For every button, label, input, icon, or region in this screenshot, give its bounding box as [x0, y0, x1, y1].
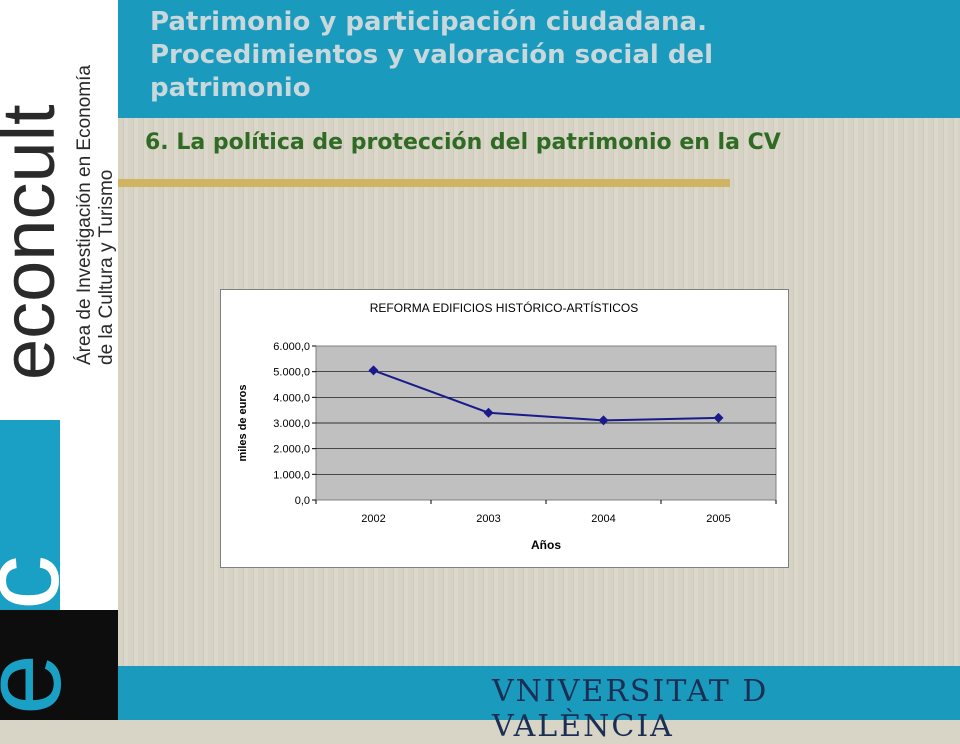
y-tick-label: 5.000,0 — [273, 367, 310, 379]
section-heading: 6. La política de protección del patrimo… — [145, 130, 781, 155]
y-axis-ticks: 0,0 1.000,0 2.000,0 3.000,0 4.000,0 5.000,0 6.… — [273, 341, 316, 507]
y-tick-label: 3.000,0 — [273, 418, 310, 430]
y-tick-label: 6.000,0 — [273, 341, 310, 353]
chart-title: REFORMA EDIFICIOS HISTÓRICO-ARTÍSTICOS — [370, 300, 638, 315]
brand-black-block — [0, 610, 118, 720]
title-line-1: Patrimonio y participación ciudadana. — [150, 7, 707, 37]
data-point-marker — [713, 412, 724, 423]
logo-text: econcult — [0, 104, 62, 380]
university-logo: VNIVERSITAT D VALÈNCIA — [492, 674, 769, 744]
x-axis-ticks: 2002 2003 2004 2005 — [315, 500, 777, 525]
x-tick-label: 2005 — [706, 513, 730, 525]
title-line-3: patrimonio — [150, 73, 311, 103]
logo-letter-e: e — [0, 654, 62, 715]
y-tick-label: 0,0 — [295, 495, 310, 507]
logo-letter-c: c — [0, 555, 62, 610]
y-tick-label: 1.000,0 — [273, 469, 310, 481]
brand-blue-block — [0, 420, 60, 610]
page-title: Patrimonio y participación ciudadana. Pr… — [150, 6, 940, 105]
y-axis-label: miles de euros — [237, 384, 249, 461]
series-group — [368, 365, 724, 426]
data-point-marker — [368, 365, 379, 376]
line-chart: REFORMA EDIFICIOS HISTÓRICO-ARTÍSTICOS 0… — [220, 289, 789, 568]
footer-bar — [118, 666, 960, 720]
chart-canvas: REFORMA EDIFICIOS HISTÓRICO-ARTÍSTICOS 0… — [237, 300, 777, 552]
econcult-logo: econcult t c e — [0, 104, 62, 715]
logo-letter-t: t — [0, 428, 62, 450]
brand-subtitle-line1: Área de Investigación en Economía — [74, 65, 95, 365]
x-tick-label: 2002 — [361, 513, 385, 525]
data-point-marker — [598, 415, 609, 426]
divider-rule — [118, 179, 730, 187]
y-tick-label: 4.000,0 — [273, 392, 310, 404]
data-point-marker — [483, 407, 494, 418]
x-tick-label: 2004 — [591, 513, 615, 525]
brand-sidebar: econcult t c e Área de Investigación en … — [0, 0, 118, 720]
header-bar — [118, 0, 960, 118]
x-axis-label: Años — [531, 538, 561, 552]
y-tick-label: 2.000,0 — [273, 444, 310, 456]
title-line-2: Procedimientos y valoración social del — [150, 40, 713, 70]
series-line — [373, 369, 719, 422]
brand-subtitle-line2: de la Cultura y Turismo — [96, 170, 117, 365]
x-tick-label: 2003 — [476, 513, 500, 525]
brand-subtitle: Área de Investigación en Economía de la … — [74, 65, 117, 365]
gridlines — [316, 371, 776, 475]
